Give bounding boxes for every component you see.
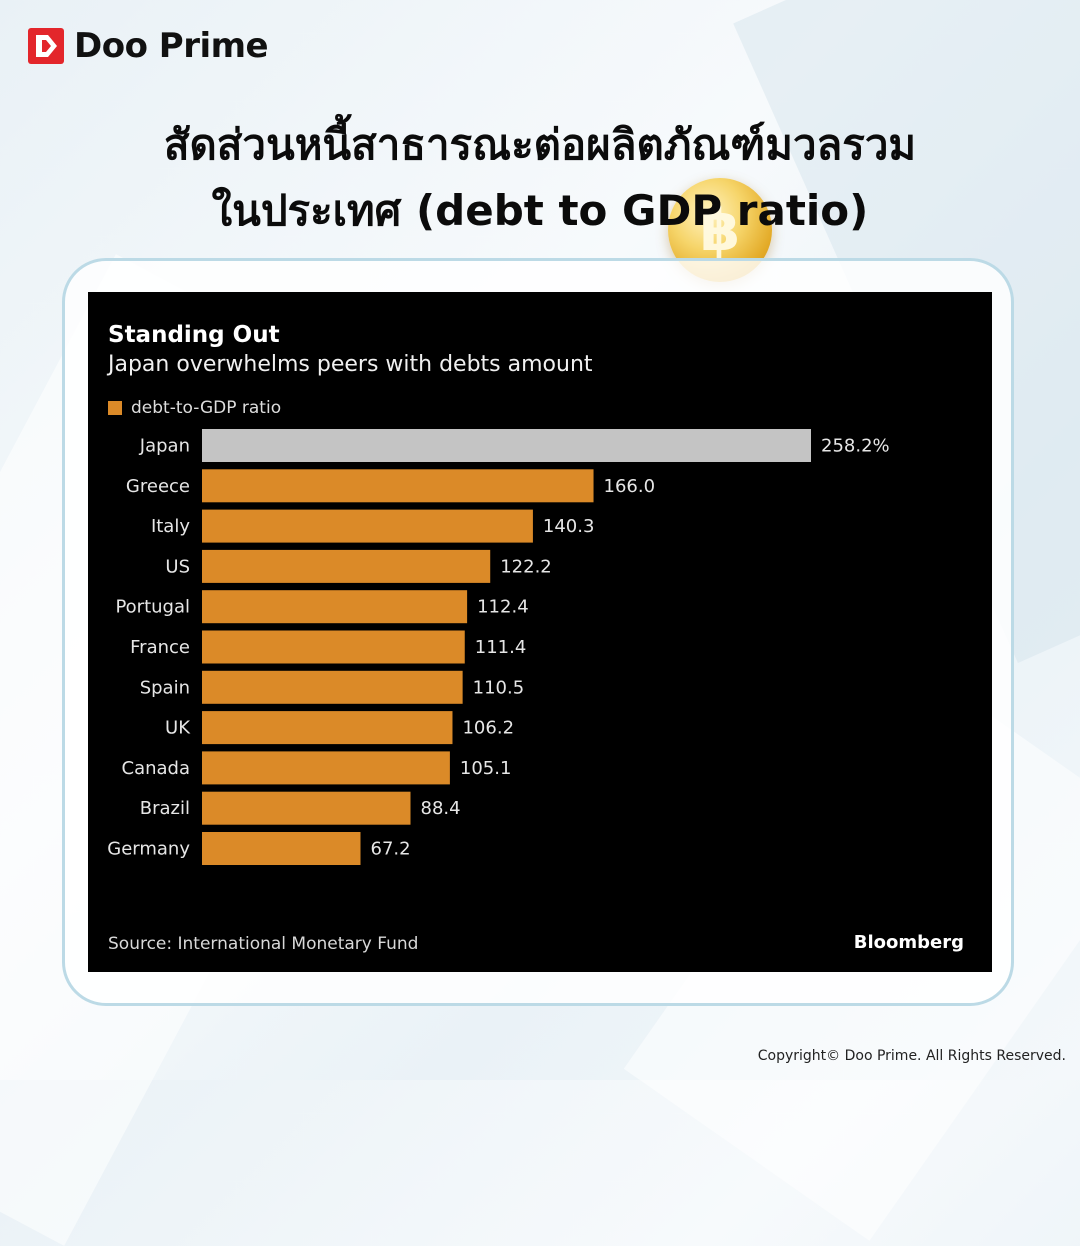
- category-label: Japan: [139, 436, 190, 457]
- chart-title: Standing Out: [108, 322, 280, 348]
- category-label: Canada: [122, 758, 191, 779]
- bar: [202, 711, 453, 745]
- value-label: 166.0: [604, 476, 656, 497]
- legend-label: debt-to-GDP ratio: [131, 398, 282, 418]
- category-label: US: [165, 556, 190, 577]
- value-label: 140.3: [543, 516, 595, 537]
- chart-legend: debt-to-GDP ratio: [108, 398, 281, 418]
- bar: [202, 590, 468, 624]
- value-label: 111.4: [475, 637, 527, 658]
- value-label: 67.2: [371, 839, 411, 860]
- category-label: Germany: [107, 839, 190, 860]
- page-title-line-1: สัดส่วนหนี้สาธารณะต่อผลิตภัณฑ์มวลรวม: [163, 120, 917, 169]
- value-label: 258.2%: [821, 436, 890, 457]
- value-label: 122.2: [500, 556, 552, 577]
- category-label: Spain: [140, 677, 190, 698]
- brand-name: Doo Prime: [74, 26, 269, 66]
- page-title-line-2: ในประเทศ (debt to GDP ratio): [211, 186, 869, 235]
- value-label: 110.5: [473, 677, 525, 698]
- bar: [202, 751, 450, 785]
- chart: Standing Out Japan overwhelms peers with…: [88, 292, 992, 972]
- brand-logo: Doo Prime: [28, 26, 269, 66]
- category-label: UK: [165, 718, 191, 739]
- value-label: 106.2: [462, 718, 514, 739]
- category-label: Portugal: [115, 597, 190, 618]
- bar: [202, 630, 465, 664]
- bar: [202, 509, 533, 543]
- category-label: Greece: [126, 476, 190, 497]
- page-title: สัดส่วนหนี้สาธารณะต่อผลิตภัณฑ์มวลรวม ในป…: [0, 112, 1080, 244]
- doo-prime-logo-icon: [28, 28, 64, 64]
- category-label: Italy: [151, 516, 190, 537]
- category-label: France: [130, 637, 190, 658]
- bar: [202, 429, 811, 462]
- legend-swatch: [108, 401, 122, 415]
- bar: [202, 469, 594, 503]
- bar: [202, 670, 463, 704]
- chart-subtitle: Japan overwhelms peers with debts amount: [108, 352, 593, 377]
- bar-chart-svg: Japan 258.2% Greece 166.0 Italy 140.3 US 122.2 P…: [107, 429, 890, 865]
- value-label: 112.4: [477, 597, 529, 618]
- copyright-text: Copyright© Doo Prime. All Rights Reserve…: [757, 1048, 1066, 1064]
- bar: [202, 791, 411, 825]
- chart-source: Source: International Monetary Fund: [108, 934, 419, 954]
- value-label: 88.4: [421, 798, 461, 819]
- category-label: Brazil: [140, 798, 190, 819]
- publisher-logo: Bloomberg: [853, 932, 964, 953]
- value-label: 105.1: [460, 758, 512, 779]
- bar: [202, 832, 361, 865]
- bar: [202, 549, 491, 583]
